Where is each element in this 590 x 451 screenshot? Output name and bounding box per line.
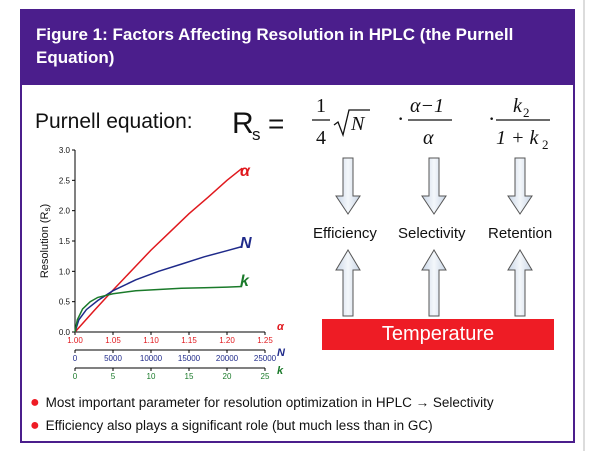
sqrt-sign [333, 109, 370, 138]
x-tick-label: 20000 [216, 354, 239, 363]
y-tick-label: 2.0 [59, 207, 71, 216]
series-line [74, 245, 243, 333]
x-tick-label: 1.10 [143, 336, 159, 345]
x-tick-label: 15000 [178, 354, 201, 363]
x-tick-label: 1.00 [67, 336, 83, 345]
purnell-equation: R s = 1 4 N · α−1 α · k 2 1 + k 2 [232, 95, 550, 152]
x-tick-label: 1.15 [181, 336, 197, 345]
eq-lhs-sub: s [252, 125, 261, 144]
series-label: N [240, 235, 252, 252]
arrow-up-efficiency [335, 249, 361, 317]
y-tick-label: 0.5 [59, 298, 71, 307]
x-tick-label: 0 [73, 372, 78, 381]
series-line [74, 285, 243, 333]
eq-dot-1: · [397, 106, 404, 131]
arrow-down-retention [507, 157, 533, 215]
factor-retention: Retention [488, 225, 553, 242]
y-axis-label-sub: s [43, 208, 52, 212]
temperature-box: Temperature [322, 319, 554, 350]
eq-dot-2: · [488, 106, 495, 131]
eq-t1-num: 1 [316, 95, 326, 117]
eq-t1-root: N [350, 113, 366, 135]
bullet-text-1: Most important parameter for resolution … [45, 395, 494, 410]
x-tick-label: 10000 [140, 354, 163, 363]
factor-selectivity: Selectivity [398, 225, 466, 242]
eq-t1-den: 4 [316, 127, 326, 149]
x-tick-label: 1.20 [219, 336, 235, 345]
bullet-dot-icon: ● [30, 416, 40, 434]
arrow-down-efficiency [335, 157, 361, 215]
eq-lhs: R [232, 107, 254, 140]
series-label: k [240, 273, 250, 290]
x-tick-label: 25000 [254, 354, 277, 363]
y-tick-label: 2.5 [59, 176, 71, 185]
x-axis-name: k [277, 365, 284, 377]
figure-title: Figure 1: Factors Affecting Resolution i… [22, 11, 573, 85]
bullet-dot-icon: ● [30, 393, 40, 411]
series-label: α [240, 163, 251, 180]
x-tick-label: 20 [223, 372, 232, 381]
x-tick-label: 15 [185, 372, 194, 381]
eq-t2-den: α [423, 127, 434, 149]
arrow-up-selectivity [421, 249, 447, 317]
y-tick-label: 1.5 [59, 237, 71, 246]
bullet-item-1: ● Most important parameter for resolution… [30, 391, 494, 414]
y-tick-label: 1.0 [59, 267, 71, 276]
bullet-item-2: ● Efficiency also plays a significant rol… [30, 414, 494, 437]
x-tick-label: 25 [261, 372, 270, 381]
y-axis-label: Resolution (Rs) [39, 204, 52, 278]
factor-arrows [335, 157, 533, 317]
bullet-list: ● Most important parameter for resolution… [30, 391, 494, 437]
eq-equals: = [268, 108, 284, 139]
factor-efficiency: Efficiency [313, 225, 377, 242]
right-divider [583, 0, 585, 451]
x-tick-label: 10 [147, 372, 156, 381]
x-tick-label: 0 [73, 354, 78, 363]
eq-t3-den: 1 + k [496, 127, 539, 149]
y-tick-label: 0.0 [59, 328, 71, 337]
resolution-chart: 0.0 0.5 1.0 1.5 2.0 2.5 3.0 Resolution (Rs) 1.00… [39, 146, 286, 381]
eq-t2-num: α−1 [410, 95, 444, 117]
y-axis-label-close: ) [39, 204, 51, 208]
arrow-up-retention [507, 249, 533, 317]
x-axis-name: N [277, 347, 286, 359]
y-tick-label: 3.0 [59, 146, 71, 155]
eq-t3-num-sub: 2 [523, 105, 530, 120]
x-tick-label: 5000 [104, 354, 122, 363]
eq-t3-den-sub: 2 [542, 137, 549, 152]
x-tick-label: 1.05 [105, 336, 121, 345]
bullet-text-2: Efficiency also plays a significant role… [45, 418, 433, 433]
eq-t3-num: k [513, 95, 523, 117]
x-tick-label: 1.25 [257, 336, 273, 345]
purnell-label: Purnell equation: [35, 110, 193, 133]
x-axis-name: α [277, 321, 285, 333]
arrow-down-selectivity [421, 157, 447, 215]
series-line [74, 167, 243, 333]
x-tick-label: 5 [111, 372, 116, 381]
